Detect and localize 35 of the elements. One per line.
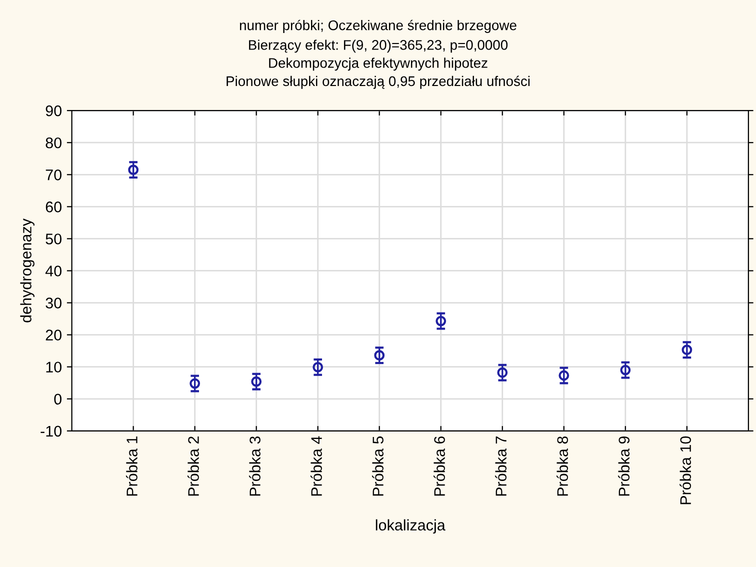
y-tick-label: 10 xyxy=(46,362,62,373)
x-tick-label: Próbka 2 xyxy=(188,436,199,496)
y-tick-label: 70 xyxy=(46,170,62,180)
point xyxy=(558,370,570,381)
x-tick-label: Próbka 6 xyxy=(434,436,445,496)
point xyxy=(620,364,631,376)
x-tick-label: Próbka 10 xyxy=(680,436,692,504)
point xyxy=(374,350,385,361)
x-tick-label: Próbka 8 xyxy=(556,436,568,496)
y-tick-label: 40 xyxy=(45,266,62,276)
y-tick-label: 60 xyxy=(46,202,62,212)
y-tick-label: 90 xyxy=(46,105,62,116)
x-axis-title: lokalizacja xyxy=(376,519,446,534)
x-tick-label: Próbka 5 xyxy=(372,436,384,496)
point xyxy=(190,378,200,389)
point xyxy=(251,376,262,387)
y-tick-label: 0 xyxy=(54,394,62,405)
y-tick-label: 20 xyxy=(46,330,62,340)
y-tick-label: 80 xyxy=(46,137,62,148)
x-tick-label: Próbka 7 xyxy=(495,436,506,496)
point xyxy=(436,316,446,326)
chart-subtitle: Bierzący efekt: F(9, 20)=365,23, p=0,0000 Dekompozycja efektywnych hipotez Pionowe słupki oznaczają 0,95 przedziału ufności xyxy=(226,40,530,89)
y-tick-label: -10 xyxy=(40,426,62,437)
y-tick-label: 50 xyxy=(46,234,62,244)
x-tick-label: Próbka 9 xyxy=(618,436,630,496)
x-tick-label: Próbka 4 xyxy=(310,436,322,496)
chart-title: numer próbki; Oczekiwane średnie brzegowe xyxy=(240,20,516,33)
y-axis-title: dehydrogenazy xyxy=(20,218,34,322)
point xyxy=(312,362,324,372)
x-tick-label: Próbka 3 xyxy=(249,436,260,496)
point xyxy=(497,367,508,378)
x-tick-label: Próbka 1 xyxy=(126,436,138,496)
point xyxy=(128,164,139,176)
y-tick-label: 30 xyxy=(46,298,62,308)
point xyxy=(682,344,692,356)
